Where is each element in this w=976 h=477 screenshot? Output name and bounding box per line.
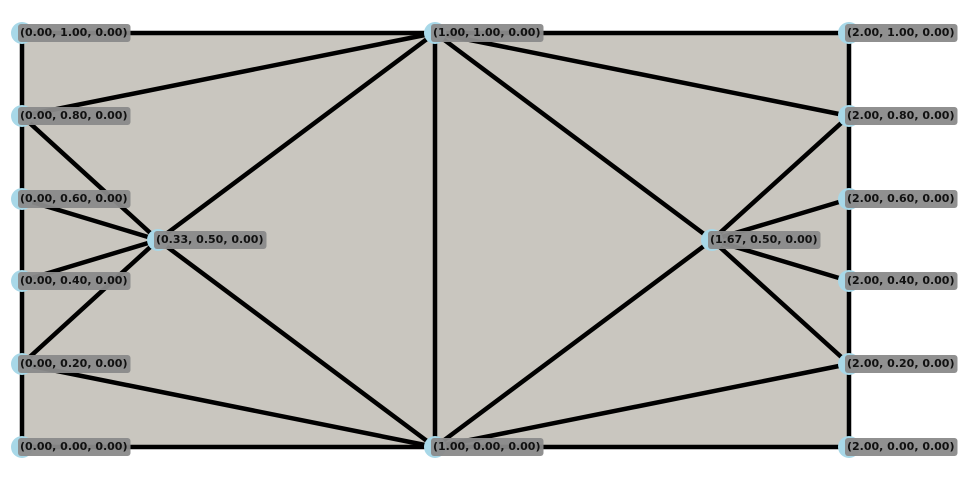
edge xyxy=(19,30,438,119)
label-text: (1.00, 1.00, 0.00) xyxy=(433,26,541,39)
vertex-label: (0.00, 0.60, 0.00) xyxy=(18,190,131,208)
vertex-label: (1.00, 0.00, 0.00) xyxy=(431,438,544,456)
edge xyxy=(19,361,438,450)
edge xyxy=(709,113,852,243)
label-background xyxy=(154,231,267,249)
label-background xyxy=(18,107,131,125)
label-text: (2.00, 0.20, 0.00) xyxy=(847,357,955,370)
label-text: (0.00, 0.20, 0.00) xyxy=(20,357,128,370)
label-background xyxy=(845,190,958,208)
vertex-label: (0.00, 1.00, 0.00) xyxy=(18,24,131,42)
label-background xyxy=(845,272,958,290)
edge xyxy=(432,30,715,243)
edge xyxy=(155,30,438,243)
label-text: (0.00, 0.40, 0.00) xyxy=(20,274,128,287)
edge xyxy=(19,113,161,243)
label-text: (0.00, 0.00, 0.00) xyxy=(20,440,128,453)
label-text: (2.00, 1.00, 0.00) xyxy=(847,26,955,39)
vertex-label: (0.33, 0.50, 0.00) xyxy=(154,231,267,249)
vertex-label: (2.00, 0.60, 0.00) xyxy=(845,190,958,208)
label-background xyxy=(18,355,131,373)
label-text: (2.00, 0.40, 0.00) xyxy=(847,274,955,287)
label-text: (0.00, 1.00, 0.00) xyxy=(20,26,128,39)
label-text: (0.00, 0.80, 0.00) xyxy=(20,109,128,122)
vertex-label: (2.00, 0.40, 0.00) xyxy=(845,272,958,290)
nodes: (0.00, 1.00, 0.00) (0.00, 0.80, 0.00) (0.0… xyxy=(11,22,958,458)
label-background xyxy=(18,190,131,208)
label-background xyxy=(845,107,958,125)
label-background xyxy=(845,355,958,373)
edge xyxy=(432,237,715,450)
label-background xyxy=(431,24,544,42)
edge xyxy=(155,237,438,450)
vertex-label: (0.00, 0.80, 0.00) xyxy=(18,107,131,125)
vertex-label: (2.00, 0.00, 0.00) xyxy=(845,438,958,456)
edge xyxy=(432,361,852,450)
label-text: (2.00, 0.00, 0.00) xyxy=(847,440,955,453)
label-background xyxy=(18,24,131,42)
vertex-label: (2.00, 0.20, 0.00) xyxy=(845,355,958,373)
edge xyxy=(432,30,852,119)
vertex-label: (0.00, 0.20, 0.00) xyxy=(18,355,131,373)
label-text: (2.00, 0.60, 0.00) xyxy=(847,192,955,205)
edges xyxy=(19,30,852,450)
label-background xyxy=(18,438,131,456)
vertex-label: (1.67, 0.50, 0.00) xyxy=(708,231,821,249)
vertex-label: (0.00, 0.00, 0.00) xyxy=(18,438,131,456)
label-text: (1.00, 0.00, 0.00) xyxy=(433,440,541,453)
vertex-label: (2.00, 1.00, 0.00) xyxy=(845,24,958,42)
label-text: (0.00, 0.60, 0.00) xyxy=(20,192,128,205)
label-background xyxy=(845,24,958,42)
label-background xyxy=(708,231,821,249)
label-text: (1.67, 0.50, 0.00) xyxy=(710,233,818,246)
vertex-label: (1.00, 1.00, 0.00) xyxy=(431,24,544,42)
label-text: (2.00, 0.80, 0.00) xyxy=(847,109,955,122)
vertex-label: (2.00, 0.80, 0.00) xyxy=(845,107,958,125)
edge xyxy=(709,237,852,367)
edge xyxy=(19,237,161,367)
label-background xyxy=(431,438,544,456)
label-background xyxy=(845,438,958,456)
label-background xyxy=(18,272,131,290)
label-text: (0.33, 0.50, 0.00) xyxy=(156,233,264,246)
vertex-label: (0.00, 0.40, 0.00) xyxy=(18,272,131,290)
